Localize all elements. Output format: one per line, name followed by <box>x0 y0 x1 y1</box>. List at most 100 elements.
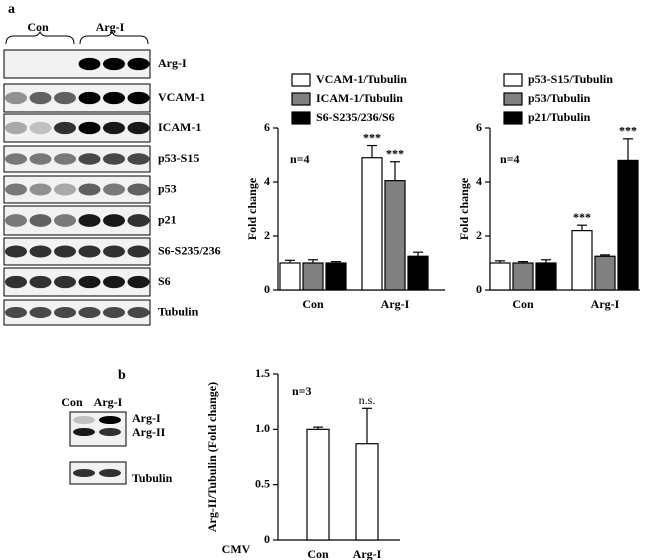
bar <box>617 159 639 291</box>
blot-band <box>73 469 95 477</box>
y-tick-label: 6 <box>264 120 270 134</box>
blot-row-label: VCAM-1 <box>158 90 205 104</box>
blot-band <box>5 245 27 258</box>
blot-band <box>78 57 101 71</box>
significance: *** <box>619 124 637 138</box>
blot-lane-label: Con <box>61 395 83 409</box>
legend-label: p53/Tubulin <box>528 91 591 105</box>
blot-band <box>127 121 150 135</box>
bar <box>279 262 301 291</box>
blot-row-label: S6-S235/236 <box>158 243 221 257</box>
blot-row-label: Arg-I <box>132 411 161 425</box>
blot-row-label: Tubulin <box>158 304 199 318</box>
blot-row-label: p21 <box>158 212 177 226</box>
blot-band <box>78 275 101 289</box>
blot-band <box>103 275 125 289</box>
y-tick-label: 2 <box>264 228 270 242</box>
significance: *** <box>363 130 381 144</box>
blot-band <box>5 183 27 196</box>
blot-band <box>54 153 76 165</box>
blot-band <box>99 428 121 436</box>
blot <box>3 205 151 236</box>
x-tick-label: Con <box>302 297 324 311</box>
blot-group-label: Con <box>27 20 49 34</box>
legend-swatch <box>291 111 311 125</box>
blot-band <box>78 121 101 135</box>
x-tick-label: Arg-I <box>353 547 382 560</box>
legend-label: ICAM-1/Tubulin <box>316 91 403 105</box>
blot-band <box>99 469 121 477</box>
blot <box>69 461 127 485</box>
blot <box>3 49 151 79</box>
blot-band <box>29 275 52 289</box>
bar <box>571 230 593 291</box>
blot-band <box>99 416 121 424</box>
blot-band <box>103 153 125 165</box>
significance: n.s. <box>359 393 376 407</box>
blot <box>3 83 151 113</box>
blot-band <box>5 275 27 289</box>
blot-band <box>127 57 150 71</box>
blot-band <box>5 214 27 227</box>
y-tick-label: 0 <box>476 282 482 296</box>
blot-band <box>127 307 150 318</box>
legend-label: VCAM-1/Tubulin <box>316 72 407 86</box>
annotation: n=4 <box>290 152 310 166</box>
y-axis-label: Fold change <box>245 177 259 240</box>
blot <box>3 175 151 204</box>
blot-band <box>127 91 150 105</box>
bracket <box>5 30 75 45</box>
legend-swatch <box>503 111 523 125</box>
blot-band <box>127 153 150 165</box>
bar <box>594 255 616 291</box>
bar <box>325 262 347 291</box>
blot-band <box>5 121 27 135</box>
legend-label: S6-S235/236/S6 <box>316 110 395 124</box>
y-tick-label: 0 <box>264 282 270 296</box>
blot-band <box>103 214 125 227</box>
blot-group-label: Arg-I <box>96 20 125 34</box>
blot-band <box>103 307 125 318</box>
blot-band <box>78 91 101 105</box>
blot-band <box>127 183 150 196</box>
blot-band <box>127 214 150 227</box>
annotation: n=3 <box>292 384 312 398</box>
bar <box>302 262 324 291</box>
blot-band <box>29 91 52 105</box>
blot <box>3 267 151 297</box>
blot-band <box>54 214 76 227</box>
y-tick-label: 0 <box>264 532 270 546</box>
blot <box>3 237 151 266</box>
y-tick-label: 2 <box>476 228 482 242</box>
blot <box>3 145 151 173</box>
significance: *** <box>386 147 404 161</box>
blot-band <box>29 153 52 165</box>
blot-band <box>103 245 125 258</box>
blot-band <box>54 121 76 135</box>
blot-band <box>127 275 150 289</box>
blot-band <box>78 153 101 165</box>
blot-band <box>29 307 52 318</box>
blot-band <box>5 153 27 165</box>
bar <box>489 262 511 291</box>
legend-label: p53-S15/Tubulin <box>528 72 613 86</box>
bar <box>355 443 379 541</box>
blot-band <box>78 245 101 258</box>
y-axis-label: Arg-II/Tubulin (Fold change) <box>205 382 219 532</box>
y-axis-label: Fold change <box>457 177 471 240</box>
panel-label: b <box>118 368 126 383</box>
bar <box>361 157 383 291</box>
y-tick-label: 6 <box>476 120 482 134</box>
blot-band <box>54 307 76 318</box>
legend-swatch <box>291 92 311 106</box>
blot-band <box>29 121 52 135</box>
bar <box>306 428 330 541</box>
blot-row-label: p53-S15 <box>158 151 199 165</box>
blot-band <box>73 428 95 436</box>
blot-band <box>103 121 125 135</box>
blot <box>3 113 151 143</box>
panel-label: a <box>8 2 15 17</box>
y-tick-label: 0.5 <box>255 476 270 490</box>
x-tick-label: Arg-I <box>591 297 620 311</box>
